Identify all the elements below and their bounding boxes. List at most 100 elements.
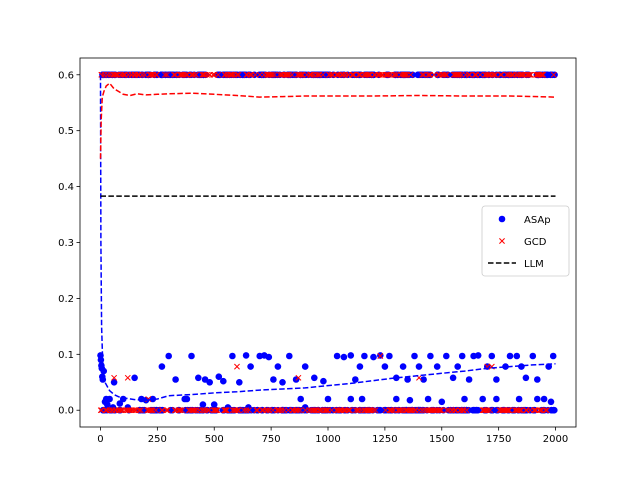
asap-point: [106, 395, 113, 403]
gcd-point-b: [426, 71, 433, 78]
gcd-point-b: [124, 407, 131, 414]
gcd-point-b: [355, 71, 362, 78]
gcd-point-b: [163, 71, 170, 78]
gcd-point: [204, 71, 211, 78]
asap-point: [165, 352, 172, 360]
asap-point: [411, 352, 418, 360]
asap-point: [279, 379, 286, 386]
gcd-point-b: [289, 407, 296, 414]
gcd-point-b: [103, 407, 110, 414]
gcd-point: [312, 407, 319, 414]
gcd-point-b: [199, 407, 206, 414]
gcd-point: [499, 407, 506, 414]
gcd-point: [411, 407, 418, 414]
gcd-point-b: [453, 71, 460, 78]
gcd-point-b: [477, 71, 484, 78]
y-tick-label: 0.5: [58, 126, 74, 137]
gcd-point-b: [511, 407, 518, 414]
gcd-point: [283, 71, 290, 78]
gcd-point: [175, 407, 182, 414]
gcd-point-b: [463, 407, 470, 414]
gcd-point-b: [516, 407, 523, 414]
gcd-point: [264, 407, 271, 414]
asap-point: [116, 400, 124, 407]
gcd-point-b: [201, 71, 208, 78]
gcd-point-b: [248, 71, 255, 78]
gcd-point: [533, 71, 539, 78]
gcd-point: [516, 407, 523, 414]
gcd-point: [377, 71, 384, 78]
gcd-point-b: [244, 71, 251, 78]
x-tick-label: 250: [148, 434, 167, 445]
gcd-point-b: [498, 71, 505, 78]
gcd-point: [281, 407, 288, 414]
gcd-point: [437, 407, 444, 414]
gcd-point-b: [419, 71, 426, 78]
gcd-point-b: [199, 71, 206, 78]
gcd-point: [345, 407, 352, 414]
gcd-point: [396, 407, 403, 414]
gcd-point-b: [215, 71, 222, 78]
gcd-point-b: [382, 407, 389, 414]
gcd-point-b: [328, 407, 335, 414]
x-tick-label: 1750: [486, 434, 511, 445]
gcd-point-b: [479, 407, 486, 414]
gcd-point: [302, 407, 309, 414]
gcd-point: [256, 71, 263, 78]
gcd-point: [456, 407, 463, 414]
gcd-point: [420, 71, 427, 78]
asap-point: [188, 352, 195, 360]
gcd-point: [296, 71, 303, 78]
gcd-point: [147, 407, 154, 414]
gcd-point-b: [281, 407, 288, 414]
gcd-point: [130, 407, 137, 414]
gcd-point: [533, 407, 539, 414]
asap-point: [270, 376, 277, 383]
gcd-point: [477, 71, 484, 78]
gcd-point: [402, 407, 409, 414]
x-tick-label: 0: [97, 434, 103, 445]
asap-point: [195, 374, 202, 382]
gcd-point: [511, 407, 518, 414]
gcd-point-b: [409, 407, 416, 414]
gcd-point-b: [254, 407, 261, 414]
gcd-point-b: [275, 407, 282, 414]
gcd-point-b: [458, 71, 465, 78]
gcd-point: [481, 407, 488, 414]
gcd-point: [276, 407, 283, 414]
gcd-point: [508, 71, 515, 78]
gcd-point: [535, 71, 542, 78]
asap-point: [522, 374, 530, 382]
gcd-point-b: [137, 407, 144, 414]
gcd-point: [201, 407, 208, 414]
gcd-point: [172, 71, 179, 78]
gcd-point-b: [265, 71, 272, 78]
gcd-point-b: [420, 71, 427, 78]
gcd-point-b: [276, 71, 283, 78]
gcd-point: [316, 71, 323, 78]
gcd-point-b: [471, 71, 478, 78]
asap-point: [247, 363, 254, 370]
gcd-point: [313, 407, 320, 414]
asap-point: [333, 352, 341, 360]
gcd-point: [163, 71, 170, 78]
gcd-point: [479, 407, 486, 414]
gcd-point: [505, 407, 512, 414]
gcd-point: [215, 71, 222, 78]
gcd-point-b: [269, 407, 276, 414]
gcd-point: [294, 71, 301, 78]
gcd-point: [289, 407, 296, 414]
gcd-point: [221, 407, 228, 414]
gcd-point: [484, 71, 491, 78]
gcd-point: [426, 71, 433, 78]
gcd-point: [315, 71, 322, 78]
gcd-point-b: [366, 71, 373, 78]
gcd-point-b: [425, 71, 431, 78]
gcd-point-b: [260, 407, 267, 414]
gcd-point-b: [378, 71, 385, 78]
gcd-point-b: [164, 407, 171, 414]
gcd-point-b: [402, 407, 409, 414]
gcd-point: [532, 407, 539, 414]
gcd-point-b: [147, 407, 154, 414]
